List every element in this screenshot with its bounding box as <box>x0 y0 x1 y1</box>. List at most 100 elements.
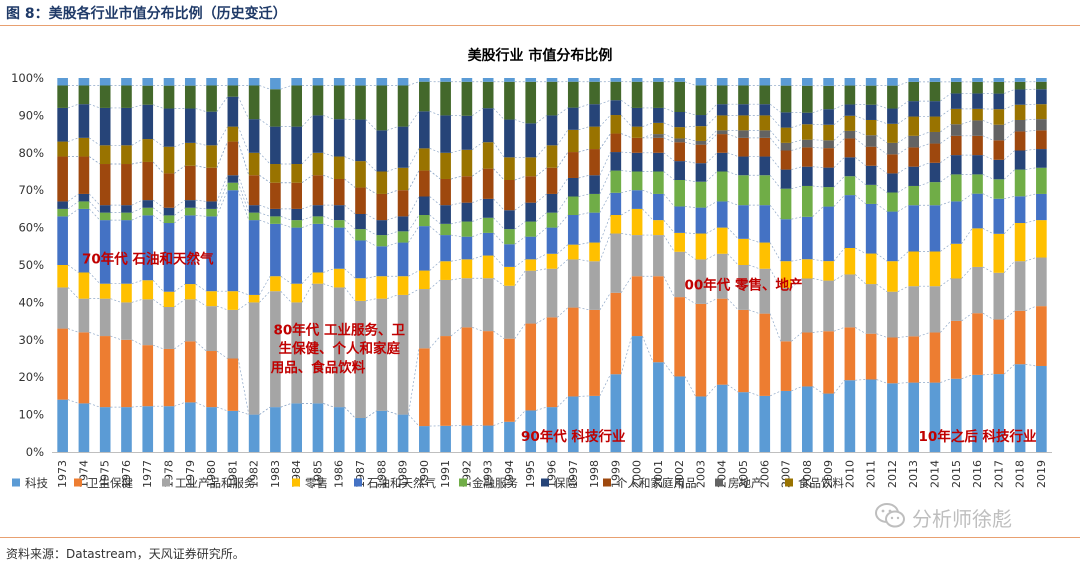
bar-segment <box>972 155 983 175</box>
series-connector-line <box>323 283 335 288</box>
bar-segment <box>376 410 388 452</box>
series-connector-line <box>344 204 356 215</box>
series-connector-line <box>876 119 888 125</box>
x-tick-label: 1988 <box>375 460 388 488</box>
series-connector-line <box>365 275 377 279</box>
bar-segment <box>184 85 196 109</box>
series-connector-line <box>429 214 441 225</box>
bar-segment <box>376 246 388 277</box>
bar-segment <box>844 380 856 452</box>
series-connector-line <box>897 204 909 212</box>
series-connector-line <box>663 193 675 207</box>
bar-segment <box>525 81 537 124</box>
bar-segment <box>1014 119 1026 132</box>
bar-segment <box>99 107 111 146</box>
legend-label: 零售 <box>305 476 328 490</box>
series-connector-line <box>89 331 100 337</box>
series-connector-line <box>599 133 611 150</box>
bar-segment <box>163 173 175 208</box>
bar-segment <box>929 116 941 132</box>
x-tick-label: 2019 <box>1035 460 1048 488</box>
bar-segment <box>461 236 473 260</box>
bar-segment <box>823 78 834 86</box>
series-connector-line <box>684 376 696 397</box>
bar-segment <box>482 168 494 199</box>
bar-segment <box>312 205 324 217</box>
bar-segment <box>78 78 90 86</box>
bar-segment <box>780 127 792 143</box>
series-connector-line <box>833 104 845 110</box>
series-connector-line <box>535 406 547 411</box>
bar-segment <box>121 339 132 408</box>
figure-header-rule <box>0 25 1080 26</box>
bar-segment <box>759 268 771 314</box>
series-connector-line <box>854 157 867 167</box>
bar-segment <box>248 212 260 221</box>
bar-segment <box>802 259 813 279</box>
bar-segment <box>738 238 749 265</box>
series-connector-line <box>344 178 356 188</box>
series-connector-line <box>365 213 377 221</box>
bar-segment <box>674 376 685 452</box>
bar-segment <box>355 300 366 418</box>
x-tick-label: 1993 <box>482 460 495 488</box>
series-connector-line <box>535 167 547 177</box>
series-connector-line <box>514 259 526 268</box>
bar-segment <box>972 135 983 156</box>
series-connector-line <box>152 199 164 209</box>
series-connector-line <box>663 219 675 234</box>
series-connector-line <box>897 185 909 193</box>
bar-segment <box>57 265 68 288</box>
bar-segment <box>291 227 302 284</box>
bar-segment <box>419 148 430 171</box>
bar-segment <box>695 85 707 116</box>
series-connector-line <box>216 305 228 311</box>
series-connector-line <box>67 264 79 273</box>
series-connector-line <box>727 253 739 266</box>
series-connector-line <box>940 278 952 287</box>
bar-segment <box>206 208 217 217</box>
series-connector-line <box>557 214 569 228</box>
bar-segment <box>695 396 707 452</box>
bar-segment <box>610 215 622 234</box>
bar-segment <box>716 115 728 131</box>
series-connector-line <box>791 123 803 128</box>
bar-segment <box>780 150 792 170</box>
series-connector-line <box>259 174 271 184</box>
bar-segment <box>950 81 962 94</box>
bar-segment <box>738 205 749 239</box>
bar-segment <box>567 177 579 197</box>
bar-segment <box>631 336 643 452</box>
bar-segment <box>589 78 600 82</box>
y-tick-label: 90% <box>18 108 44 122</box>
series-connector-line <box>918 162 930 168</box>
bar-segment <box>461 278 473 328</box>
bar-segment <box>780 169 792 189</box>
bar-segment <box>227 85 239 97</box>
series-connector-line <box>578 307 590 311</box>
x-tick-label: 1998 <box>588 460 601 488</box>
bar-segment <box>695 259 707 304</box>
bar-segment <box>865 85 877 105</box>
bar-segment <box>589 261 600 310</box>
bar-segment <box>419 226 430 271</box>
bar-segment <box>631 190 643 209</box>
series-connector-line <box>323 268 335 273</box>
bar-segment <box>227 78 239 86</box>
bar-segment <box>759 313 771 396</box>
series-connector-line <box>237 302 250 311</box>
series-connector-line <box>472 141 484 151</box>
bar-segment <box>163 215 175 224</box>
bar-segment <box>206 216 217 292</box>
series-connector-line <box>408 225 420 243</box>
bar-segment <box>376 85 388 131</box>
series-connector-line <box>833 247 845 262</box>
series-connector-line <box>769 156 781 170</box>
series-connector-line <box>131 405 143 408</box>
series-connector-line <box>727 201 739 206</box>
bar-segment <box>355 278 366 301</box>
bar-segment <box>419 196 430 216</box>
bar-segment <box>440 261 451 280</box>
series-connector-line <box>1003 104 1015 110</box>
series-connector-line <box>535 145 547 158</box>
